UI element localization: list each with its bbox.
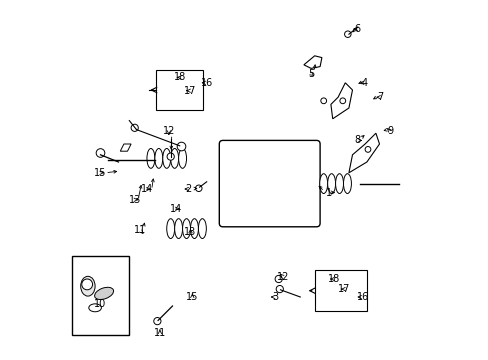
Text: 8: 8 bbox=[354, 135, 360, 145]
Ellipse shape bbox=[327, 174, 335, 194]
Text: 11: 11 bbox=[153, 328, 166, 338]
FancyBboxPatch shape bbox=[219, 140, 320, 227]
Ellipse shape bbox=[343, 174, 351, 194]
Ellipse shape bbox=[166, 219, 174, 239]
Text: 15: 15 bbox=[94, 168, 106, 178]
Circle shape bbox=[81, 279, 92, 290]
Text: 13: 13 bbox=[128, 195, 141, 205]
Circle shape bbox=[344, 31, 350, 37]
Circle shape bbox=[131, 124, 138, 131]
Text: 17: 17 bbox=[183, 86, 196, 96]
Text: 18: 18 bbox=[327, 274, 339, 284]
Text: 5: 5 bbox=[307, 69, 314, 79]
Text: 18: 18 bbox=[174, 72, 186, 82]
Ellipse shape bbox=[190, 219, 198, 239]
Text: 13: 13 bbox=[184, 227, 196, 237]
Ellipse shape bbox=[198, 219, 206, 239]
Bar bbox=[72, 256, 129, 335]
Text: 10: 10 bbox=[94, 299, 106, 309]
Text: 6: 6 bbox=[354, 24, 360, 34]
Text: 9: 9 bbox=[386, 126, 392, 136]
Ellipse shape bbox=[178, 148, 186, 168]
Text: 14: 14 bbox=[170, 204, 182, 214]
Text: 3: 3 bbox=[271, 292, 278, 302]
Ellipse shape bbox=[89, 304, 101, 312]
Text: 7: 7 bbox=[377, 92, 383, 102]
Circle shape bbox=[195, 185, 202, 192]
Circle shape bbox=[339, 98, 345, 104]
Circle shape bbox=[320, 98, 326, 104]
Ellipse shape bbox=[319, 174, 327, 194]
Ellipse shape bbox=[335, 174, 343, 194]
Ellipse shape bbox=[146, 148, 155, 168]
Text: 16: 16 bbox=[200, 78, 212, 88]
Circle shape bbox=[96, 149, 104, 157]
Circle shape bbox=[167, 153, 174, 160]
Ellipse shape bbox=[163, 148, 170, 168]
Polygon shape bbox=[303, 56, 321, 68]
Circle shape bbox=[365, 147, 370, 152]
Circle shape bbox=[177, 142, 185, 151]
Text: 17: 17 bbox=[338, 284, 350, 294]
Text: 16: 16 bbox=[356, 292, 368, 302]
Polygon shape bbox=[348, 133, 379, 173]
Bar bbox=[156, 70, 203, 110]
Text: 12: 12 bbox=[163, 126, 175, 136]
Circle shape bbox=[153, 318, 161, 325]
Ellipse shape bbox=[174, 219, 182, 239]
Polygon shape bbox=[330, 83, 352, 119]
Text: 11: 11 bbox=[134, 225, 146, 235]
Text: 15: 15 bbox=[186, 292, 198, 302]
Text: 14: 14 bbox=[141, 184, 153, 194]
Polygon shape bbox=[120, 144, 131, 151]
Text: 1: 1 bbox=[325, 188, 331, 198]
Ellipse shape bbox=[81, 276, 95, 296]
Ellipse shape bbox=[170, 148, 178, 168]
Text: 4: 4 bbox=[361, 78, 367, 88]
Text: 12: 12 bbox=[277, 272, 289, 282]
Ellipse shape bbox=[182, 219, 190, 239]
Circle shape bbox=[276, 285, 283, 293]
Bar bbox=[314, 270, 366, 311]
Ellipse shape bbox=[94, 287, 113, 300]
Ellipse shape bbox=[155, 148, 163, 168]
Circle shape bbox=[275, 275, 282, 283]
Text: 2: 2 bbox=[185, 184, 191, 194]
